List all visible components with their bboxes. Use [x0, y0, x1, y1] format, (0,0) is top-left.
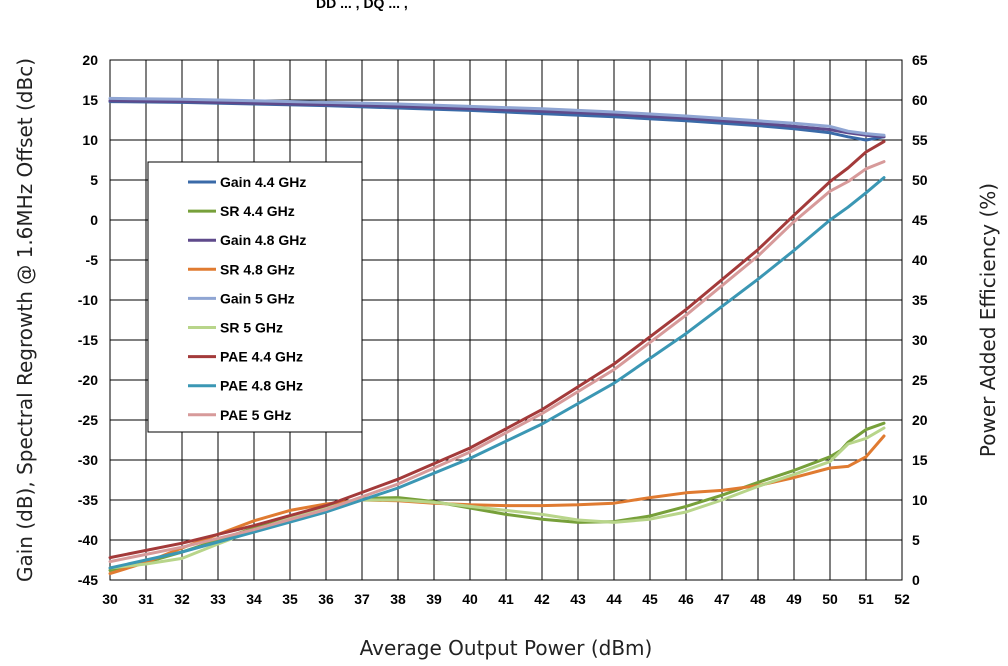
- y-right-tick-label: 25: [912, 372, 928, 388]
- y-right-tick-label: 10: [912, 492, 928, 508]
- y-left-tick-label: -10: [78, 292, 98, 308]
- x-tick-label: 45: [642, 591, 658, 607]
- y-right-tick-label: 35: [912, 292, 928, 308]
- y-left-tick-label: -30: [78, 452, 98, 468]
- legend-entry: PAE 4.4 GHz: [220, 349, 303, 365]
- x-tick-label: 43: [570, 591, 586, 607]
- y-right-tick-label: 45: [912, 212, 928, 228]
- y-right-tick-label: 65: [912, 52, 928, 68]
- y-left-tick-label: 20: [82, 52, 98, 68]
- legend-entry: SR 5 GHz: [220, 320, 283, 336]
- series-line-sr-4-4-ghz: [108, 421, 886, 572]
- y-axis-left-label: Gain (dB), Spectral Regrowth @ 1.6MHz Of…: [13, 58, 37, 582]
- x-tick-label: 49: [786, 591, 802, 607]
- x-tick-label: 50: [822, 591, 838, 607]
- series-line-pae-5-ghz: [108, 160, 886, 564]
- y-left-tick-label: -20: [78, 372, 98, 388]
- x-tick-label: 39: [426, 591, 442, 607]
- y-right-tick-label: 55: [912, 132, 928, 148]
- legend-entry: PAE 5 GHz: [220, 407, 291, 423]
- y-right-tick-label: 60: [912, 92, 928, 108]
- x-tick-label: 46: [678, 591, 694, 607]
- series-line-pae-4-4-ghz: [108, 140, 886, 560]
- legend-entry: Gain 4.4 GHz: [220, 174, 306, 190]
- y-right-tick-label: 40: [912, 252, 928, 268]
- y-right-tick-label: 0: [912, 572, 920, 588]
- x-tick-label: 32: [174, 591, 190, 607]
- y-right-tick-label: 15: [912, 452, 928, 468]
- x-tick-label: 48: [750, 591, 766, 607]
- x-tick-label: 37: [354, 591, 370, 607]
- y-left-tick-label: 15: [82, 92, 98, 108]
- x-tick-label: 44: [606, 591, 622, 607]
- y-left-tick-label: -45: [78, 572, 98, 588]
- y-left-tick-label: -25: [78, 412, 98, 428]
- series-line-gain-4-8-ghz: [108, 99, 886, 139]
- x-tick-label: 51: [858, 591, 874, 607]
- x-tick-label: 34: [246, 591, 262, 607]
- legend: Gain 4.4 GHz SR 4.4 GHz Gain 4.8 GHz SR 4.8…: [147, 161, 363, 433]
- legend-box: [147, 161, 363, 433]
- legend-entry: Gain 4.8 GHz: [220, 232, 306, 248]
- series-line-sr-5-ghz: [108, 426, 886, 570]
- plot-area-frame: [109, 59, 903, 581]
- legend-entry: SR 4.4 GHz: [220, 203, 295, 219]
- x-tick-label: 42: [534, 591, 550, 607]
- legend-entry: SR 4.8 GHz: [220, 261, 295, 277]
- x-tick-label: 36: [318, 591, 334, 607]
- series-line-gain-5-ghz: [108, 96, 886, 137]
- series-line-sr-4-8-ghz: [108, 434, 886, 576]
- y-right-tick-label: 20: [912, 412, 928, 428]
- y-left-tick-label: -5: [86, 252, 99, 268]
- y-left-tick-label: 10: [82, 132, 98, 148]
- tick-labels: 30 31 32 33 34 35 36 37 38 39 40 41 42 43 44 45 46 47 48 49…: [78, 52, 928, 607]
- legend-entry: PAE 4.8 GHz: [220, 378, 303, 394]
- y-right-tick-label: 5: [912, 532, 920, 548]
- y-right-tick-label: 30: [912, 332, 928, 348]
- x-tick-label: 40: [462, 591, 478, 607]
- x-axis-label: Average Output Power (dBm): [360, 636, 653, 660]
- plot-grid: [110, 60, 902, 580]
- y-left-tick-label: -40: [78, 532, 98, 548]
- x-tick-label: 35: [282, 591, 298, 607]
- x-tick-label: 33: [210, 591, 226, 607]
- x-tick-label: 31: [138, 591, 154, 607]
- y-left-tick-label: -35: [78, 492, 98, 508]
- x-tick-label: 41: [498, 591, 514, 607]
- legend-entry: Gain 5 GHz: [220, 290, 295, 306]
- header-fragment: DD ... , DQ ... ,: [316, 0, 408, 11]
- x-tick-label: 30: [102, 591, 118, 607]
- y-right-tick-label: 50: [912, 172, 928, 188]
- y-axis-right-label: Power Added Efficiency (%): [976, 183, 1000, 457]
- x-tick-label: 38: [390, 591, 406, 607]
- y-left-tick-label: 0: [90, 212, 98, 228]
- series-layer: [108, 96, 886, 576]
- x-tick-label: 52: [894, 591, 910, 607]
- y-left-tick-label: -15: [78, 332, 98, 348]
- x-tick-label: 47: [714, 591, 730, 607]
- y-left-tick-label: 5: [90, 172, 98, 188]
- series-line-pae-4-8-ghz: [108, 176, 886, 570]
